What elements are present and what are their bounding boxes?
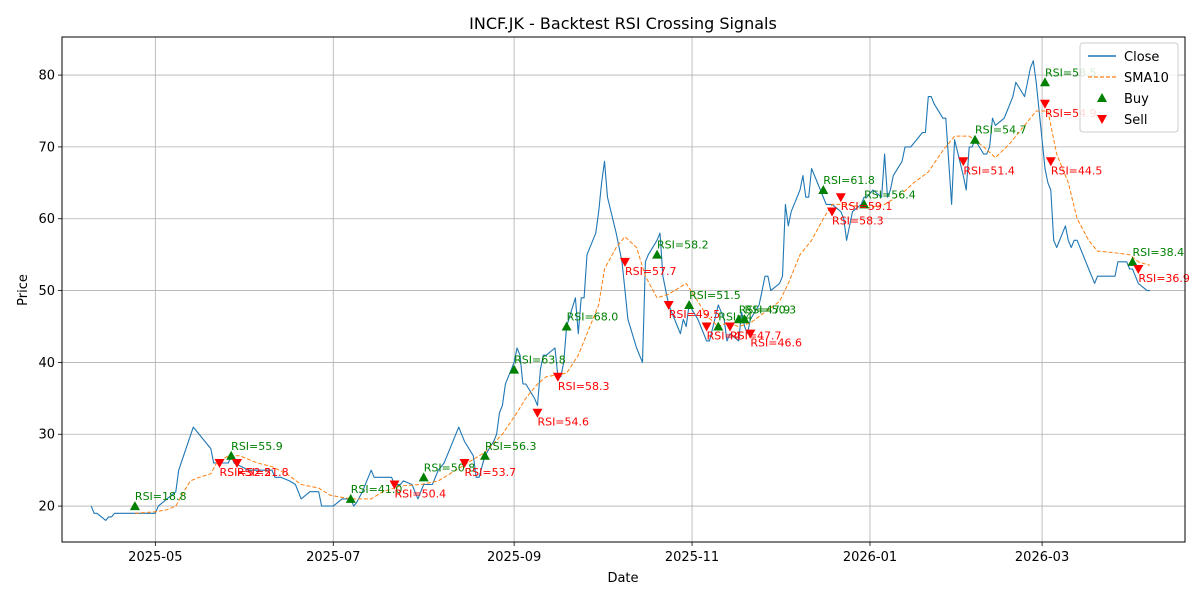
buy-marker [969,134,980,144]
buy-rsi-label: RSI=38.4 [1132,246,1184,259]
x-axis-label: Date [607,571,638,586]
legend-close-label: Close [1124,50,1159,65]
axis-layer: 2025-05 2025-07 2025-09 2025-11 2026-01 2026-… [38,69,1069,565]
buy-rsi-label: RSI=61.8 [823,174,875,187]
y-tick-label: 70 [38,140,55,155]
buy-rsi-label: RSI=50.8 [424,461,476,474]
legend-sell-marker [1097,115,1107,124]
sell-marker [835,193,846,203]
sell-rsi-label: RSI=4 [707,329,741,342]
chart-title: INCF.JK - Backtest RSI Crossing Signals [469,14,777,33]
buy-rsi-label: RSI=63.8 [514,354,566,367]
sell-marker [232,458,243,468]
buy-marker [345,493,356,503]
sell-rsi-label: RSI=47.7 [730,329,782,342]
buy-rsi-label: RSI=18.8 [135,490,187,503]
y-axis-label: Price [16,274,31,306]
x-tick-label: 2025-05 [128,550,182,565]
buy-marker [739,314,750,324]
grid-layer [62,37,1185,542]
sell-rsi-label: RSI=46.6 [750,337,802,350]
buy-marker [226,450,237,460]
legend: Close SMA10 Buy Sell [1079,42,1179,133]
buy-marker [1039,77,1050,87]
y-tick-label: 80 [38,69,55,84]
y-tick-label: 40 [38,356,55,371]
sell-marker [619,257,630,267]
sell-rsi-label: RSI=53.7 [465,466,517,479]
x-tick-label: 2025-09 [487,550,541,565]
legend-box [1079,42,1179,133]
buy-rsi-label: RSI=68.0 [567,310,619,323]
legend-buy-marker [1097,93,1107,102]
buy-marker [859,199,870,209]
plot-frame [61,36,1186,543]
buy-marker [479,450,490,460]
x-tick-label: 2026-01 [843,550,897,565]
y-tick-label: 60 [38,212,55,227]
x-tick-label: 2026-03 [1015,550,1069,565]
sell-rsi-label: RSI=59.1 [841,200,893,213]
sell-marker [958,157,969,167]
y-tick-label: 20 [38,500,55,515]
sell-marker [1045,157,1056,167]
buy-rsi-label: RSI=56.4 [864,188,916,201]
sell-marker [552,372,563,382]
y-tick-label: 50 [38,284,55,299]
sell-marker [1133,265,1144,275]
sell-rsi-label: RSI=44.5 [1051,164,1103,177]
y-tick-label: 30 [38,428,55,443]
buy-rsi-label: RSI=58.2 [657,239,709,252]
buy-marker [684,299,695,309]
buy-rsi-label: RSI=54.7 [975,124,1027,137]
legend-sma-label: SMA10 [1124,71,1169,86]
sell-marker [459,458,470,468]
legend-buy-label: Buy [1124,92,1149,107]
buy-rsi-label: RSI=47.9 [739,303,791,316]
buy-rsi-label: RSI=56.3 [485,440,537,453]
sell-rsi-label: RSI=36.9 [1138,272,1190,285]
sell-rsi-label: RSI=50.4 [395,488,447,501]
buy-rsi-label: RSI=51.5 [689,289,741,302]
sell-rsi-label: RSI=51.8 [237,466,289,479]
sell-marker [1039,99,1050,109]
sell-marker [701,322,712,332]
buy-rsi-label: RSI=50.3 [745,303,797,316]
sell-marker [745,329,756,339]
sell-marker [724,322,735,332]
sell-rsi-label: RSI=57.7 [625,265,677,278]
sell-rsi-label: RSI=49.5 [669,308,721,321]
buy-rsi-label: RSI=55.9 [231,440,283,453]
sell-marker [663,300,674,310]
legend-sell-label: Sell [1124,113,1147,128]
x-tick-label: 2025-07 [306,550,360,565]
sell-rsi-label: RSI=51.4 [963,164,1015,177]
buy-marker [818,185,829,195]
buy-marker [418,472,429,482]
buy-marker [652,249,663,259]
buy-marker [1127,256,1138,266]
sell-marker [532,408,543,418]
sell-rsi-label: RSI=58.3 [832,215,884,228]
sell-rsi-label: RSI=58.3 [558,380,610,393]
buy-marker [713,321,724,331]
buy-marker [561,321,572,331]
buy-marker [129,501,140,511]
sell-marker [214,458,225,468]
buy-rsi-label: RSI=41.0 [351,483,403,496]
sell-rsi-label: RSI=52.2 [220,466,272,479]
sell-rsi-label: RSI=54.6 [537,416,589,429]
buy-marker [509,364,520,374]
x-tick-label: 2025-11 [665,550,719,565]
sell-marker [389,480,400,490]
sell-marker [827,207,838,217]
sma10-line [134,110,1151,514]
